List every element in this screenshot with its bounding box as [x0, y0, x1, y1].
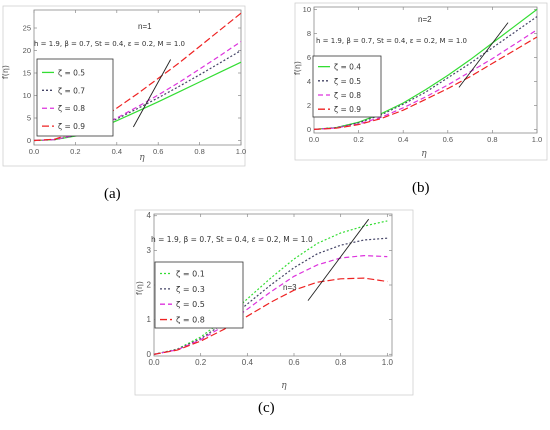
panel-label-b: (b)	[412, 180, 430, 196]
legend-label: ζ = 0.4	[334, 63, 361, 72]
legend-label: ζ = 0.5	[176, 300, 205, 309]
legend: ζ = 0.1 ζ = 0.3 ζ = 0.5 ζ = 0.8	[154, 261, 244, 329]
series-line-2	[153, 237, 388, 355]
legend-label: ζ = 0.8	[58, 104, 85, 113]
trend-indicator-line	[132, 59, 172, 128]
trend-indicator-line	[458, 22, 509, 88]
x-axis-label: η	[139, 153, 145, 163]
y-tick-label: 15	[23, 69, 31, 78]
trend-indicator-line	[307, 218, 370, 301]
y-tick-label: 1	[147, 315, 152, 324]
n-label: n=3	[283, 283, 297, 292]
y-tick-label: 3	[147, 246, 152, 255]
legend-label: ζ = 0.8	[334, 91, 361, 100]
y-tick-label: 5	[27, 114, 31, 123]
series-line-3	[313, 29, 538, 130]
x-tick-label: 0.6	[443, 135, 453, 144]
series-line-3	[33, 41, 242, 142]
series-line-3	[153, 254, 388, 355]
x-tick-label: 0.8	[194, 147, 204, 156]
x-tick-label: 0.0	[309, 135, 319, 144]
y-axis-label: f(η)	[293, 61, 302, 75]
legend-label: ζ = 0.3	[176, 285, 205, 294]
parameters-label: h = 1.9, β = 0.7, St = 0.4, ε = 0.2, M =…	[34, 40, 185, 48]
y-tick-label: 2	[147, 281, 152, 290]
panel-label-c: (c)	[258, 400, 275, 416]
y-tick-label: 2	[307, 101, 311, 110]
y-tick-label: 20	[23, 46, 31, 55]
y-axis-label: f(η)	[1, 65, 10, 79]
chart-panel-3: 0.0 0.2 0.4 0.6 0.8 1.0 0 1 2 3 4 η f(η) n=3 h = 1.9, …	[134, 209, 414, 396]
x-tick-label: 1.0	[382, 358, 394, 367]
series-line-4	[313, 36, 538, 130]
y-axis-label: f(η)	[135, 281, 144, 295]
series-line-2	[313, 16, 538, 130]
y-tick-label: 25	[23, 24, 31, 33]
x-tick-label: 0.2	[195, 358, 207, 367]
x-tick-label: 0.4	[242, 358, 254, 367]
legend: ζ = 0.4 ζ = 0.5 ζ = 0.8 ζ = 0.9	[312, 55, 382, 118]
chart-panel-2: 0.0 0.2 0.4 0.6 0.8 1.0 0 2 4 6 8 10 η f(η) n=2 h = 1.9…	[293, 2, 548, 161]
x-tick-label: 0.6	[288, 358, 300, 367]
y-tick-label: 10	[23, 91, 31, 100]
legend-label: ζ = 0.5	[58, 68, 85, 77]
x-tick-label: 1.0	[236, 147, 246, 156]
y-tick-label: 6	[307, 53, 311, 62]
plot-area	[33, 9, 242, 146]
legend-label: ζ = 0.8	[176, 316, 205, 325]
legend-label: ζ = 0.9	[58, 122, 85, 131]
legend: ζ = 0.5 ζ = 0.7 ζ = 0.8 ζ = 0.9	[36, 58, 114, 137]
x-tick-label: 0.2	[353, 135, 363, 144]
x-tick-label: 0.0	[29, 147, 39, 156]
chart-panel-1: 0.0 0.2 0.4 0.6 0.8 1.0 0 5 10 15 20 25 η f(η) n=1 h = …	[1, 5, 246, 167]
series-line-2	[33, 49, 242, 142]
x-axis-label: η	[281, 381, 287, 391]
y-tick-label: 8	[307, 29, 311, 38]
legend-label: ζ = 0.7	[58, 86, 85, 95]
series-line-4	[153, 277, 388, 355]
x-tick-label: 0.0	[148, 358, 160, 367]
parameters-label: h = 1.9, β = 0.7, St = 0.4, ε = 0.2, M =…	[316, 37, 467, 45]
legend-label: ζ = 0.1	[176, 270, 205, 279]
n-label: n=2	[418, 15, 432, 24]
x-tick-label: 0.6	[153, 147, 163, 156]
x-axis-label: η	[421, 149, 427, 159]
y-tick-label: 0	[27, 136, 31, 145]
n-label: n=1	[138, 22, 152, 31]
x-tick-label: 0.8	[487, 135, 497, 144]
y-tick-label: 4	[307, 77, 311, 86]
x-tick-label: 0.2	[70, 147, 80, 156]
y-tick-label: 4	[147, 211, 152, 220]
x-tick-label: 0.4	[112, 147, 122, 156]
y-tick-label: 10	[303, 5, 311, 14]
legend-label: ζ = 0.9	[334, 105, 361, 114]
x-tick-label: 0.8	[335, 358, 347, 367]
legend-label: ζ = 0.5	[334, 77, 361, 86]
parameters-label: h = 1.9, β = 0.7, St = 0.4, ε = 0.2, M =…	[151, 235, 313, 244]
series-line-1	[153, 220, 388, 355]
x-tick-label: 1.0	[532, 135, 542, 144]
panel-label-a: (a)	[104, 186, 121, 202]
x-tick-label: 0.4	[398, 135, 408, 144]
y-tick-label: 0	[147, 350, 152, 359]
y-tick-label: 0	[307, 125, 311, 134]
